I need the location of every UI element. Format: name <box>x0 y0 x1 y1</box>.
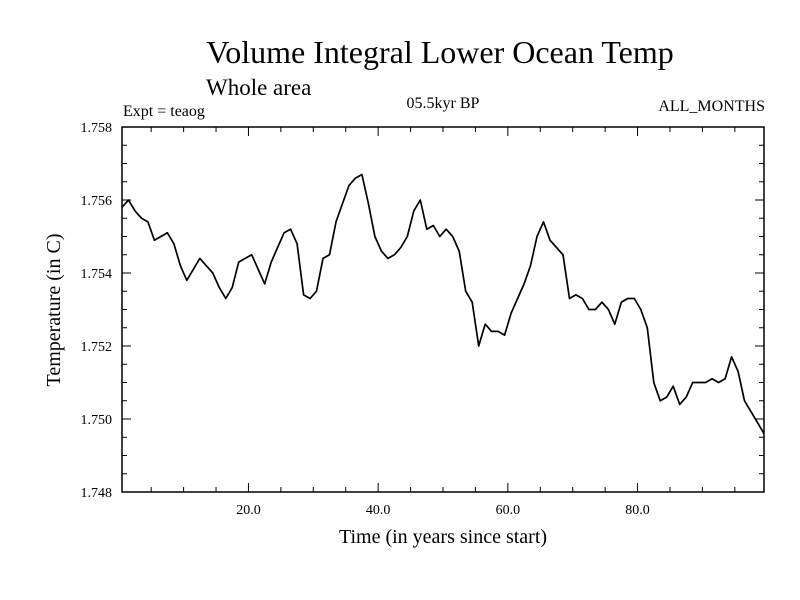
chart-title: Volume Integral Lower Ocean Temp <box>206 34 674 70</box>
y-tick-label: 1.750 <box>81 413 113 428</box>
y-axis-label: Temperature (in C) <box>43 234 65 387</box>
axis-ticks <box>122 126 764 493</box>
y-tick-label: 1.748 <box>81 486 113 501</box>
x-tick-label: 60.0 <box>496 503 521 518</box>
x-tick-label: 80.0 <box>625 503 650 518</box>
y-tick-label: 1.756 <box>81 194 113 209</box>
y-tick-label: 1.758 <box>81 121 113 136</box>
period-label: 05.5kyr BP <box>407 95 480 112</box>
x-axis-label: Time (in years since start) <box>339 526 547 548</box>
y-tick-label: 1.752 <box>81 340 113 355</box>
y-tick-label: 1.754 <box>81 267 113 282</box>
y-tick-labels: 1.748 1.750 1.752 1.754 1.756 1.758 <box>81 121 113 501</box>
temperature-series-line <box>121 173 765 435</box>
x-tick-label: 20.0 <box>236 503 261 518</box>
plot-frame <box>121 126 765 493</box>
months-label: ALL_MONTHS <box>658 98 765 115</box>
x-tick-labels: 20.0 40.0 60.0 80.0 <box>236 503 650 518</box>
experiment-label: Expt = teaog <box>123 103 205 120</box>
chart-subtitle: Whole area <box>206 75 311 100</box>
x-tick-label: 40.0 <box>366 503 391 518</box>
